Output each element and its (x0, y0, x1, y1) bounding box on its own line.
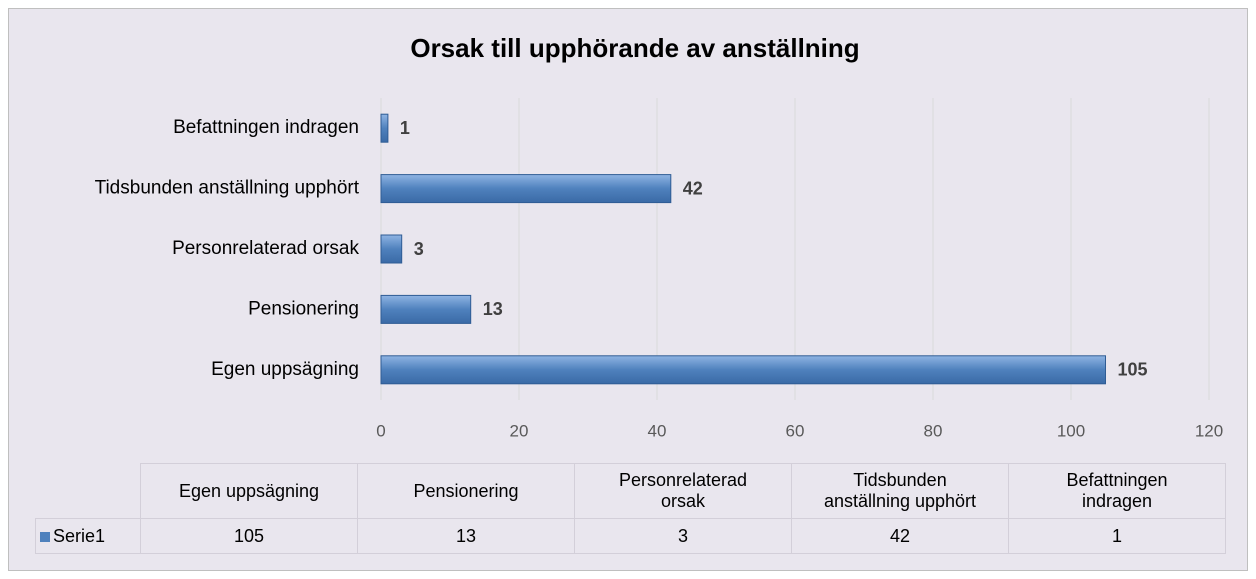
y-tick-label: Egen uppsägning (211, 359, 359, 380)
x-tick-label: 100 (1057, 421, 1085, 440)
table-value-cell: 13 (357, 518, 575, 554)
empty-cell (36, 464, 141, 519)
table-header-cell: Personrelaterad orsak (574, 463, 792, 519)
bar (380, 174, 672, 204)
bar (380, 234, 403, 264)
x-tick-label: 120 (1195, 421, 1223, 440)
chart-title: Orsak till upphörande av anställning (410, 33, 859, 63)
table-header-cell: Pensionering (357, 463, 575, 519)
table-value-cell: 1 (1008, 518, 1226, 554)
y-tick-label: Tidsbunden anställning upphört (95, 178, 360, 199)
table-value-cell: 3 (574, 518, 792, 554)
y-tick-label: Personrelaterad orsak (172, 238, 359, 259)
table-row: Serie1 105 13 3 42 1 (35, 518, 1226, 554)
table-header-cell: Befattningen indragen (1008, 463, 1226, 519)
data-label: 3 (414, 239, 424, 259)
bar (380, 294, 472, 324)
bar (380, 113, 389, 143)
data-label: 42 (683, 178, 703, 198)
y-tick-label: Pensionering (248, 298, 359, 319)
data-label: 105 (1118, 360, 1148, 380)
table-header-cell: Tidsbunden anställning upphört (791, 463, 1009, 519)
table-value-cell: 105 (140, 518, 358, 554)
table-header-cell: Egen uppsägning (140, 463, 358, 519)
x-tick-label: 60 (786, 421, 805, 440)
x-tick-label: 0 (376, 421, 385, 440)
legend-cell: Serie1 (35, 518, 141, 554)
table-value-cell: 42 (791, 518, 1009, 554)
data-table: Egen uppsägning Pensionering Personrelater… (35, 463, 1226, 554)
x-tick-label: 20 (510, 421, 529, 440)
bar (380, 355, 1106, 385)
y-tick-label: Befattningen indragen (173, 117, 359, 138)
data-label: 13 (483, 299, 503, 319)
data-label: 1 (400, 118, 410, 138)
legend-label: Serie1 (53, 525, 106, 546)
table-header: Egen uppsägning Pensionering Personrelater… (36, 463, 1226, 519)
x-tick-label: 80 (924, 421, 943, 440)
x-tick-label: 40 (648, 421, 667, 440)
legend-swatch (40, 531, 50, 542)
